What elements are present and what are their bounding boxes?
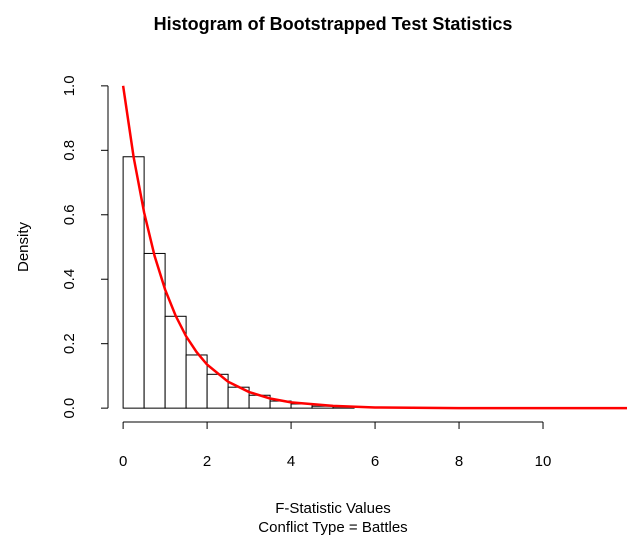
x-tick-label: 10: [535, 453, 552, 470]
x-tick-label: 0: [119, 453, 127, 470]
x-tick-label: 6: [371, 453, 379, 470]
y-axis-label: Density: [15, 221, 32, 272]
bar: [185, 354, 208, 409]
y-tick-label: 0.2: [61, 333, 78, 354]
x-tick-label: 2: [203, 453, 211, 470]
y-tick-label: 0.4: [61, 269, 78, 290]
y-tick-label: 1.0: [61, 75, 78, 96]
x-axis-label: F-Statistic Values: [275, 500, 391, 517]
x-tick-label: 4: [287, 453, 295, 470]
x-tick-label: 8: [455, 453, 463, 470]
x-axis-label: Conflict Type = Battles: [258, 519, 407, 536]
chart-title: Histogram of Bootstrapped Test Statistic…: [154, 14, 513, 34]
y-tick-label: 0.8: [61, 140, 78, 161]
y-tick-label: 0.0: [61, 398, 78, 419]
y-tick-label: 0.6: [61, 204, 78, 225]
density-curve: [121, 85, 627, 410]
